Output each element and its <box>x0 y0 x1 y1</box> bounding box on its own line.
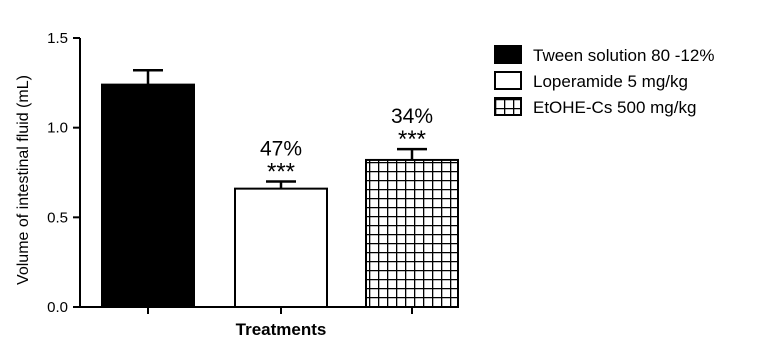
significance-label: *** <box>398 126 426 153</box>
bar <box>101 83 195 308</box>
percent-label: 34% <box>391 105 433 128</box>
legend: Tween solution 80 -12% Loperamide 5 mg/kg… <box>494 45 714 117</box>
bar <box>234 187 328 308</box>
legend-label: Loperamide 5 mg/kg <box>533 72 688 91</box>
y-tick-label: 0.0 <box>47 299 68 316</box>
y-tick-label: 0.5 <box>47 209 68 226</box>
y-axis-title: Volume of intestinal fluid (mL) <box>15 75 32 285</box>
y-tick-label: 1.5 <box>47 30 68 47</box>
y-tick-label: 1.0 <box>47 120 68 137</box>
bars: ***47% ***34% <box>101 69 459 314</box>
legend-swatch <box>494 71 522 90</box>
legend-label: EtOHE-Cs 500 mg/kg <box>533 98 696 117</box>
legend-swatch <box>494 97 522 116</box>
bar <box>365 158 459 308</box>
legend-label: Tween solution 80 -12% <box>533 46 714 65</box>
legend-swatch <box>494 45 522 64</box>
x-axis-title: Treatments <box>236 320 327 339</box>
significance-label: *** <box>267 158 295 185</box>
percent-label: 47% <box>260 137 302 160</box>
